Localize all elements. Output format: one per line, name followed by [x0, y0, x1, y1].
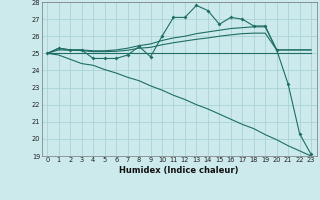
X-axis label: Humidex (Indice chaleur): Humidex (Indice chaleur)	[119, 166, 239, 175]
